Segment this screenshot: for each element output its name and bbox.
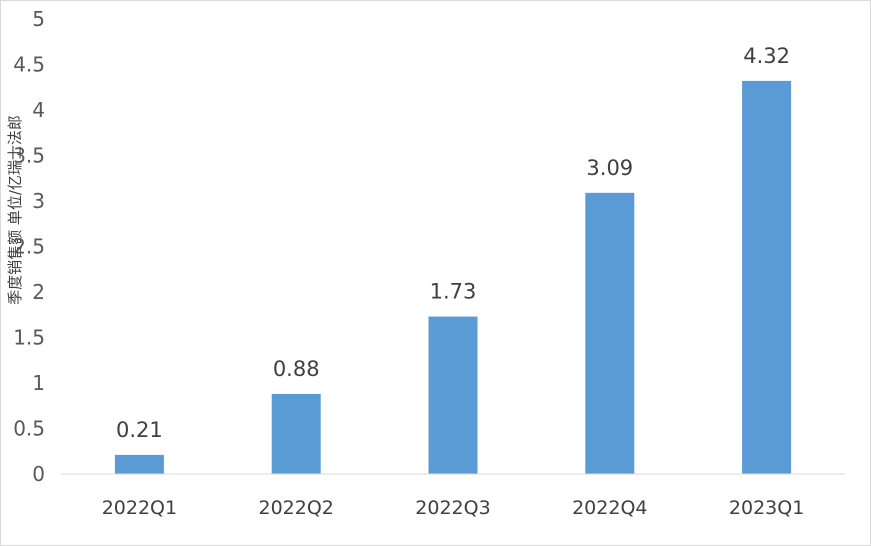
y-tick-label: 3 [32, 189, 45, 213]
x-tick-label: 2022Q1 [102, 497, 177, 519]
y-tick-label: 0.5 [13, 417, 45, 441]
y-tick-label: 1 [32, 371, 45, 395]
x-tick-label: 2022Q4 [572, 497, 647, 519]
data-labels: 0.21 0.88 1.73 3.09 4.32 [116, 44, 790, 442]
y-tick-label: 2.5 [13, 235, 45, 259]
x-tick-label: 2022Q2 [258, 497, 333, 519]
data-label: 0.21 [116, 418, 163, 442]
y-tick-label: 2 [32, 280, 45, 304]
x-tick-label: 2023Q1 [729, 497, 804, 519]
data-label: 4.32 [743, 44, 790, 68]
x-tick-labels: 2022Q1 2022Q2 2022Q3 2022Q4 2023Q1 [102, 497, 805, 519]
y-tick-label: 5 [32, 7, 45, 31]
y-tick-label: 4.5 [13, 53, 45, 77]
data-label: 1.73 [430, 280, 477, 304]
bars [114, 80, 792, 474]
y-axis-label: 季度销售额 单位/亿瑞士法郎 [6, 115, 24, 305]
data-label: 3.09 [586, 156, 633, 180]
y-tick-label: 0 [32, 462, 45, 486]
bar [271, 393, 321, 474]
y-tick-labels: 0 0.5 1 1.5 2 2.5 3 3.5 4 4.5 5 [13, 7, 45, 486]
bar [114, 454, 164, 474]
y-tick-label: 1.5 [13, 326, 45, 350]
x-tick-label: 2022Q3 [415, 497, 490, 519]
bar [585, 192, 635, 474]
bar [428, 316, 478, 474]
data-label: 0.88 [273, 357, 320, 381]
y-tick-label: 3.5 [13, 144, 45, 168]
bar [742, 80, 792, 474]
y-tick-label: 4 [32, 98, 45, 122]
